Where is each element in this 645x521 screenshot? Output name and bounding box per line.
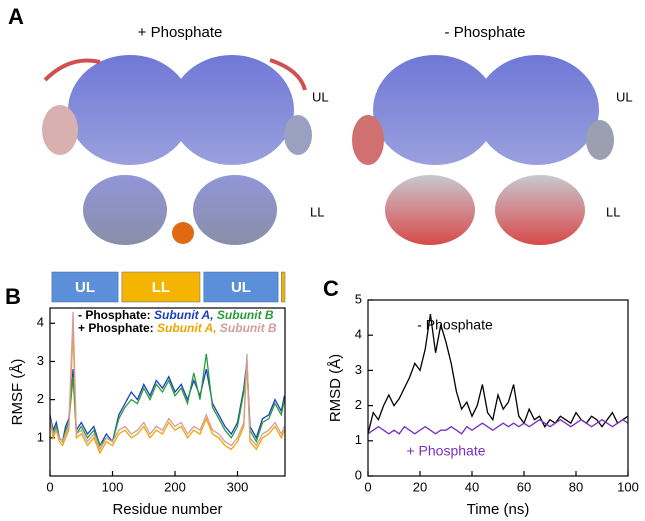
y-tick-label: 2	[37, 391, 44, 406]
x-tick-label: 100	[617, 479, 639, 494]
protein-plus	[42, 55, 312, 245]
data-line	[367, 418, 629, 435]
x-tick-label: 80	[569, 479, 583, 494]
data-line	[49, 311, 286, 451]
legend-entry: - Phosphate:	[78, 308, 151, 322]
panel-title: - Phosphate	[445, 24, 526, 41]
y-tick-label: 3	[37, 353, 44, 368]
x-tick-label: 20	[413, 479, 427, 494]
x-tick-label: 40	[465, 479, 479, 494]
plot-frame	[367, 299, 629, 477]
region-label: UL	[312, 89, 329, 104]
domain-label: LL	[152, 279, 170, 296]
panel-label: C	[323, 276, 339, 301]
panel-title: + Phosphate	[138, 24, 223, 41]
plot-frame	[49, 307, 286, 477]
legend: - Phosphate: Subunit A, Subunit B	[78, 308, 274, 322]
panel-label: A	[8, 4, 24, 29]
data-line	[367, 314, 629, 434]
x-tick-label: 0	[364, 479, 371, 494]
domain-bar	[121, 271, 201, 303]
legend-entry: Subunit B	[220, 321, 277, 335]
x-tick-label: 300	[227, 479, 249, 494]
domain-label: UL	[231, 279, 251, 296]
y-tick-label: 0	[355, 467, 362, 482]
x-tick-label: 0	[46, 479, 53, 494]
series-label: + Phosphate	[406, 443, 485, 459]
x-tick-label: 60	[517, 479, 531, 494]
x-tick-label: 200	[164, 479, 186, 494]
y-axis-label: RMSD (Å)	[327, 354, 344, 422]
domain-bar	[203, 271, 279, 303]
y-tick-label: 1	[355, 432, 362, 447]
panel-label: B	[5, 284, 21, 309]
region-label: UL	[616, 89, 633, 104]
x-axis-label: Residue number	[112, 501, 222, 518]
y-axis-label: RMSF (Å)	[9, 359, 26, 426]
y-tick-label: 5	[355, 291, 362, 306]
series-label: - Phosphate	[417, 317, 493, 333]
region-label: LL	[606, 204, 620, 219]
x-tick-label: 100	[102, 479, 124, 494]
legend-entry: + Phosphate:	[78, 321, 154, 335]
domain-bar	[281, 271, 286, 303]
y-tick-label: 3	[355, 362, 362, 377]
region-label: LL	[310, 204, 324, 219]
x-axis-label: Time (ns)	[467, 501, 530, 518]
protein-minus	[352, 55, 614, 245]
domain-bar	[51, 271, 119, 303]
legend-entry: Subunit A,	[157, 321, 217, 335]
legend-entry: Subunit B	[217, 308, 274, 322]
legend: + Phosphate: Subunit A, Subunit B	[78, 321, 277, 335]
y-tick-label: 1	[37, 429, 44, 444]
y-tick-label: 4	[355, 327, 362, 342]
y-tick-label: 2	[355, 397, 362, 412]
domain-label: UL	[75, 279, 95, 296]
legend-entry: Subunit A,	[154, 308, 214, 322]
y-tick-label: 4	[37, 315, 44, 330]
